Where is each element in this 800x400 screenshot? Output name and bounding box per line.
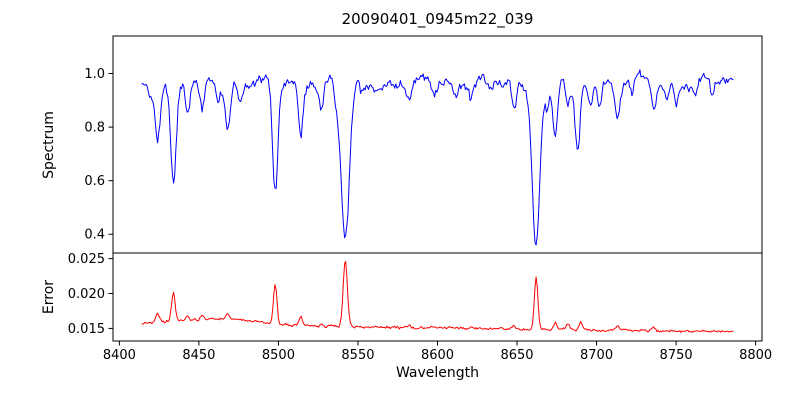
error-x-tick-label: 8800 xyxy=(739,348,772,363)
spectrum-y-tick-label: 0.6 xyxy=(84,174,105,189)
error-y-tick-label: 0.015 xyxy=(68,322,105,337)
error-y-tick-label: 0.025 xyxy=(68,252,105,267)
spectrum-y-tick-label: 0.8 xyxy=(84,121,105,136)
spectrum-y-tick-label: 0.4 xyxy=(84,228,105,243)
error-x-tick-label: 8550 xyxy=(341,348,374,363)
error-y-tick-label: 0.020 xyxy=(68,287,105,302)
spectrum-axes-frame xyxy=(112,35,763,254)
error-x-tick-label: 8750 xyxy=(660,348,693,363)
error-x-tick-label: 8600 xyxy=(421,348,454,363)
spectrum-y-tick-label: 1.0 xyxy=(84,67,105,82)
error-line xyxy=(141,260,734,333)
error-x-tick-label: 8700 xyxy=(580,348,613,363)
error-x-tick-label: 8400 xyxy=(103,348,136,363)
error-x-tick-label: 8450 xyxy=(182,348,215,363)
chart-title: 20090401_0945m22_039 xyxy=(341,10,534,28)
spectrum-line xyxy=(141,69,734,246)
x-axis-label: Wavelength xyxy=(395,365,480,381)
error-x-tick-label: 8650 xyxy=(500,348,533,363)
error-x-tick-label: 8500 xyxy=(262,348,295,363)
